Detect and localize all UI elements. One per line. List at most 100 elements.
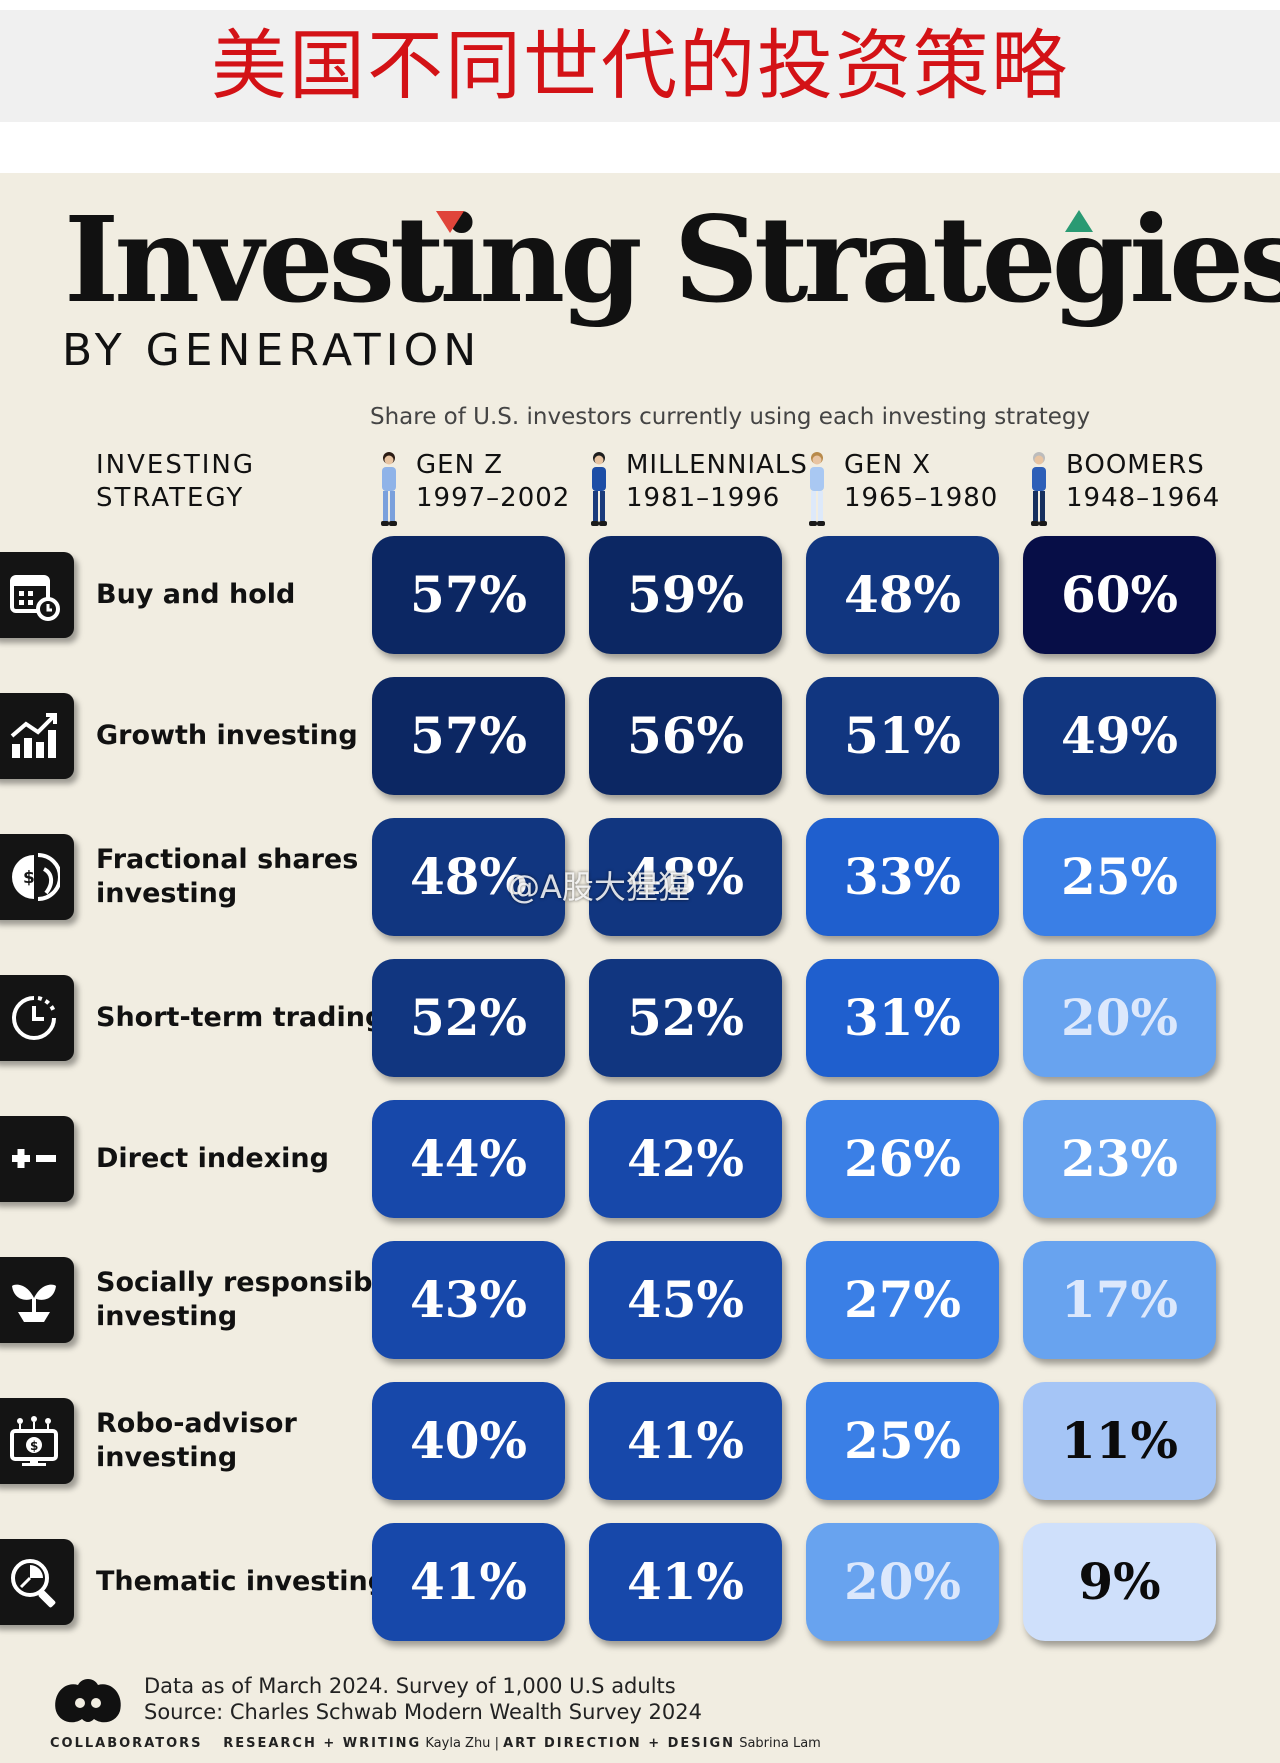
svg-text:$: $ [23, 868, 35, 888]
strategy-icon-box [0, 1257, 74, 1343]
strategy-label-line: Growth investing [96, 720, 358, 751]
plus-minus-icon [12, 1149, 56, 1168]
strategy-label-line: Buy and hold [96, 579, 296, 610]
person-figure-icon [381, 452, 397, 526]
value-cell: 57% [372, 536, 565, 654]
strategy-icon-box [0, 552, 74, 638]
footer-source: Source: Charles Schwab Modern Wealth Sur… [144, 1700, 702, 1724]
strategy-label-line: investing [96, 878, 238, 909]
strategy-icon-box [0, 1116, 74, 1202]
strategy-label-line: investing [96, 1301, 238, 1332]
value-cell: 45% [589, 1241, 782, 1359]
research-label: RESEARCH + WRITING [223, 1736, 422, 1751]
strategy-label: Socially responsible investing [96, 1266, 400, 1334]
brand-name: COLLABORATORS [50, 1736, 203, 1751]
value-cell: 25% [806, 1382, 999, 1500]
value-cell: 51% [806, 677, 999, 795]
watermark: @A股大猩猩 [508, 868, 690, 906]
calendar-clock-icon [10, 575, 60, 621]
design-label: ART DIRECTION + DESIGN [503, 1736, 736, 1751]
value-cell: 41% [372, 1523, 565, 1641]
main-subtitle: BY GENERATION [62, 325, 482, 376]
footer-credits: COLLABORATORS RESEARCH + WRITING Kayla Z… [50, 1736, 821, 1751]
magnifier-chart-icon [11, 1559, 56, 1608]
strategy-header-line1: INVESTING [96, 450, 255, 480]
generation-years: 1965–1980 [844, 483, 999, 513]
value-cell: 20% [1023, 959, 1216, 1077]
generation-years: 1948–1964 [1066, 483, 1221, 513]
person-figure-icon [591, 452, 607, 526]
clock-icon [12, 996, 56, 1040]
generation-years: 1997–2002 [416, 483, 571, 513]
strategy-icon-box [0, 693, 74, 779]
value-cell: 52% [589, 959, 782, 1077]
infographic: Investing Strategies BY GENERATION Share… [0, 173, 1280, 1763]
value-cell: 42% [589, 1100, 782, 1218]
generation-name: BOOMERS [1066, 450, 1205, 480]
value-cell: 52% [372, 959, 565, 1077]
banner-title: 美国不同世代的投资策略 [211, 21, 1069, 110]
generation-years: 1981–1996 [626, 483, 781, 513]
strategy-label: Short-term trading [96, 1001, 384, 1035]
strategy-label: Buy and hold [96, 578, 295, 612]
strategy-icon-box: $ [0, 834, 74, 920]
strategy-label: Fractional shares investing [96, 843, 358, 911]
generation-header-text: MILLENNIALS 1981–1996 [626, 449, 808, 515]
strategy-label: Direct indexing [96, 1142, 329, 1176]
value-cell: 41% [589, 1523, 782, 1641]
strategy-label-line: Fractional shares [96, 844, 359, 875]
strategy-label: Robo-advisor investing [96, 1407, 297, 1475]
generation-header-text: BOOMERS 1948–1964 [1066, 449, 1220, 515]
sprout-icon [12, 1284, 56, 1322]
value-cell: 56% [589, 677, 782, 795]
strategy-icon-box [0, 975, 74, 1061]
chart-description: Share of U.S. investors currently using … [370, 404, 1091, 430]
value-cell: 27% [806, 1241, 999, 1359]
generation-name: MILLENNIALS [626, 450, 808, 480]
footer-data-note: Data as of March 2024. Survey of 1,000 U… [144, 1674, 676, 1698]
value-cell: 59% [589, 536, 782, 654]
credit-separator: | [494, 1736, 499, 1751]
strategy-label: Growth investing [96, 719, 358, 753]
value-cell: 41% [589, 1382, 782, 1500]
strategy-label-line: Short-term trading [96, 1002, 385, 1033]
collaborators-logo-icon [55, 1679, 121, 1723]
generation-header-text: GEN X 1965–1980 [844, 449, 998, 515]
growth-chart-icon [10, 713, 57, 758]
value-cell: 9% [1023, 1523, 1216, 1641]
strategy-label: Thematic investing [96, 1565, 387, 1599]
robo-monitor-icon: $ [10, 1416, 58, 1466]
generation-name: GEN X [844, 450, 932, 480]
person-figure-icon [809, 452, 825, 526]
value-cell: 25% [1023, 818, 1216, 936]
value-cell: 31% [806, 959, 999, 1077]
strategy-label-line: investing [96, 1442, 238, 1473]
value-cell: 60% [1023, 536, 1216, 654]
person-figure-icon [1031, 452, 1047, 526]
value-cell: 23% [1023, 1100, 1216, 1218]
strategy-icon-box: $ [0, 1398, 74, 1484]
banner: 美国不同世代的投资策略 [0, 10, 1280, 122]
value-cell: 48% [372, 818, 565, 936]
strategy-label-line: Robo-advisor [96, 1408, 297, 1439]
strategy-label-line: Thematic investing [96, 1566, 388, 1597]
value-cell: 11% [1023, 1382, 1216, 1500]
value-cell: 44% [372, 1100, 565, 1218]
design-name: Sabrina Lam [739, 1736, 821, 1751]
up-triangle-icon [1065, 210, 1093, 232]
main-title: Investing Strategies [64, 190, 1280, 329]
generation-name: GEN Z [416, 450, 504, 480]
generation-header-text: GEN Z 1997–2002 [416, 449, 570, 515]
strategy-label-line: Direct indexing [96, 1143, 329, 1174]
svg-text:$: $ [30, 1439, 38, 1453]
value-cell: 57% [372, 677, 565, 795]
value-cell: 43% [372, 1241, 565, 1359]
strategy-icon-box [0, 1539, 74, 1625]
value-cell: 17% [1023, 1241, 1216, 1359]
value-cell: 48% [806, 536, 999, 654]
value-cell: 26% [806, 1100, 999, 1218]
value-cell: 20% [806, 1523, 999, 1641]
research-name: Kayla Zhu [425, 1736, 491, 1751]
value-cell: 48% [589, 818, 782, 936]
fractional-coin-icon: $ [12, 853, 60, 901]
